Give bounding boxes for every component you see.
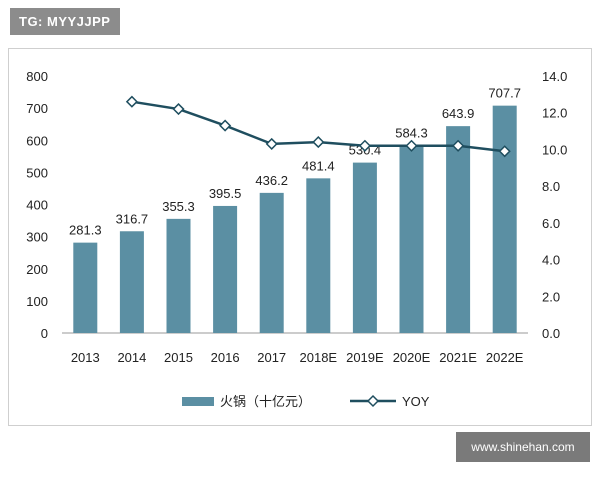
bar-data-label: 355.3 bbox=[162, 199, 195, 214]
watermark-label-bottom: www.shinehan.com bbox=[456, 432, 590, 462]
yoy-point bbox=[358, 139, 371, 152]
bar-data-label: 316.7 bbox=[116, 211, 149, 226]
bar bbox=[446, 126, 471, 333]
bar-data-label: 281.3 bbox=[69, 223, 102, 238]
x-axis-tick: 2022E bbox=[486, 350, 524, 365]
yoy-point bbox=[125, 95, 138, 108]
x-axis-tick: 2019E bbox=[346, 350, 384, 365]
x-axis-tick: 2021E bbox=[439, 350, 477, 365]
x-axis-tick: 2014 bbox=[117, 350, 146, 365]
left-axis-tick: 400 bbox=[26, 198, 48, 213]
left-axis-tick: 500 bbox=[26, 165, 48, 180]
x-axis-tick: 2017 bbox=[257, 350, 286, 365]
legend-bar-swatch bbox=[182, 397, 214, 406]
left-axis-tick: 600 bbox=[26, 133, 48, 148]
chart-frame bbox=[8, 48, 592, 426]
right-axis-tick: 0.0 bbox=[542, 326, 560, 341]
right-axis-tick: 6.0 bbox=[542, 216, 560, 231]
bar-data-label: 643.9 bbox=[442, 106, 475, 121]
bar-data-label: 584.3 bbox=[395, 125, 428, 140]
left-axis-tick: 700 bbox=[26, 101, 48, 116]
bar-data-label: 436.2 bbox=[255, 173, 288, 188]
legend-line-marker bbox=[366, 394, 380, 408]
bar bbox=[306, 178, 331, 333]
bar bbox=[399, 145, 424, 333]
bar bbox=[73, 242, 98, 333]
left-axis-tick: 300 bbox=[26, 230, 48, 245]
right-axis-tick: 12.0 bbox=[542, 106, 567, 121]
right-axis-tick: 4.0 bbox=[542, 253, 560, 268]
bar bbox=[166, 218, 191, 333]
bar-data-label: 395.5 bbox=[209, 186, 242, 201]
right-axis-tick: 10.0 bbox=[542, 142, 567, 157]
bar bbox=[213, 205, 238, 333]
yoy-point bbox=[265, 137, 278, 150]
x-axis-tick: 2020E bbox=[393, 350, 431, 365]
watermark-label-top: TG: MYYJJPP bbox=[10, 8, 121, 35]
yoy-point bbox=[172, 102, 185, 116]
bar bbox=[259, 192, 284, 333]
yoy-point bbox=[405, 139, 418, 152]
right-axis-tick: 8.0 bbox=[542, 179, 560, 194]
yoy-point bbox=[452, 139, 465, 152]
yoy-point bbox=[219, 119, 232, 132]
left-axis-tick: 800 bbox=[26, 69, 48, 84]
left-axis-tick: 0 bbox=[41, 326, 48, 341]
yoy-point bbox=[312, 136, 325, 149]
yoy-point bbox=[498, 145, 511, 158]
bar-data-label: 707.7 bbox=[488, 86, 521, 101]
x-axis-tick: 2013 bbox=[71, 350, 100, 365]
bar-data-label: 481.4 bbox=[302, 158, 335, 173]
x-axis-tick: 2016 bbox=[211, 350, 240, 365]
bar bbox=[352, 162, 377, 333]
legend-bar-label: 火锅（十亿元） bbox=[220, 394, 311, 409]
left-axis-tick: 100 bbox=[26, 294, 48, 309]
bar bbox=[492, 105, 517, 334]
bar bbox=[119, 231, 144, 333]
right-axis-tick: 14.0 bbox=[542, 69, 567, 84]
right-axis-tick: 2.0 bbox=[542, 289, 560, 304]
legend-line-label: YOY bbox=[402, 394, 430, 409]
x-axis-tick: 2015 bbox=[164, 350, 193, 365]
left-axis-tick: 200 bbox=[26, 262, 48, 277]
x-axis-tick: 2018E bbox=[300, 350, 338, 365]
